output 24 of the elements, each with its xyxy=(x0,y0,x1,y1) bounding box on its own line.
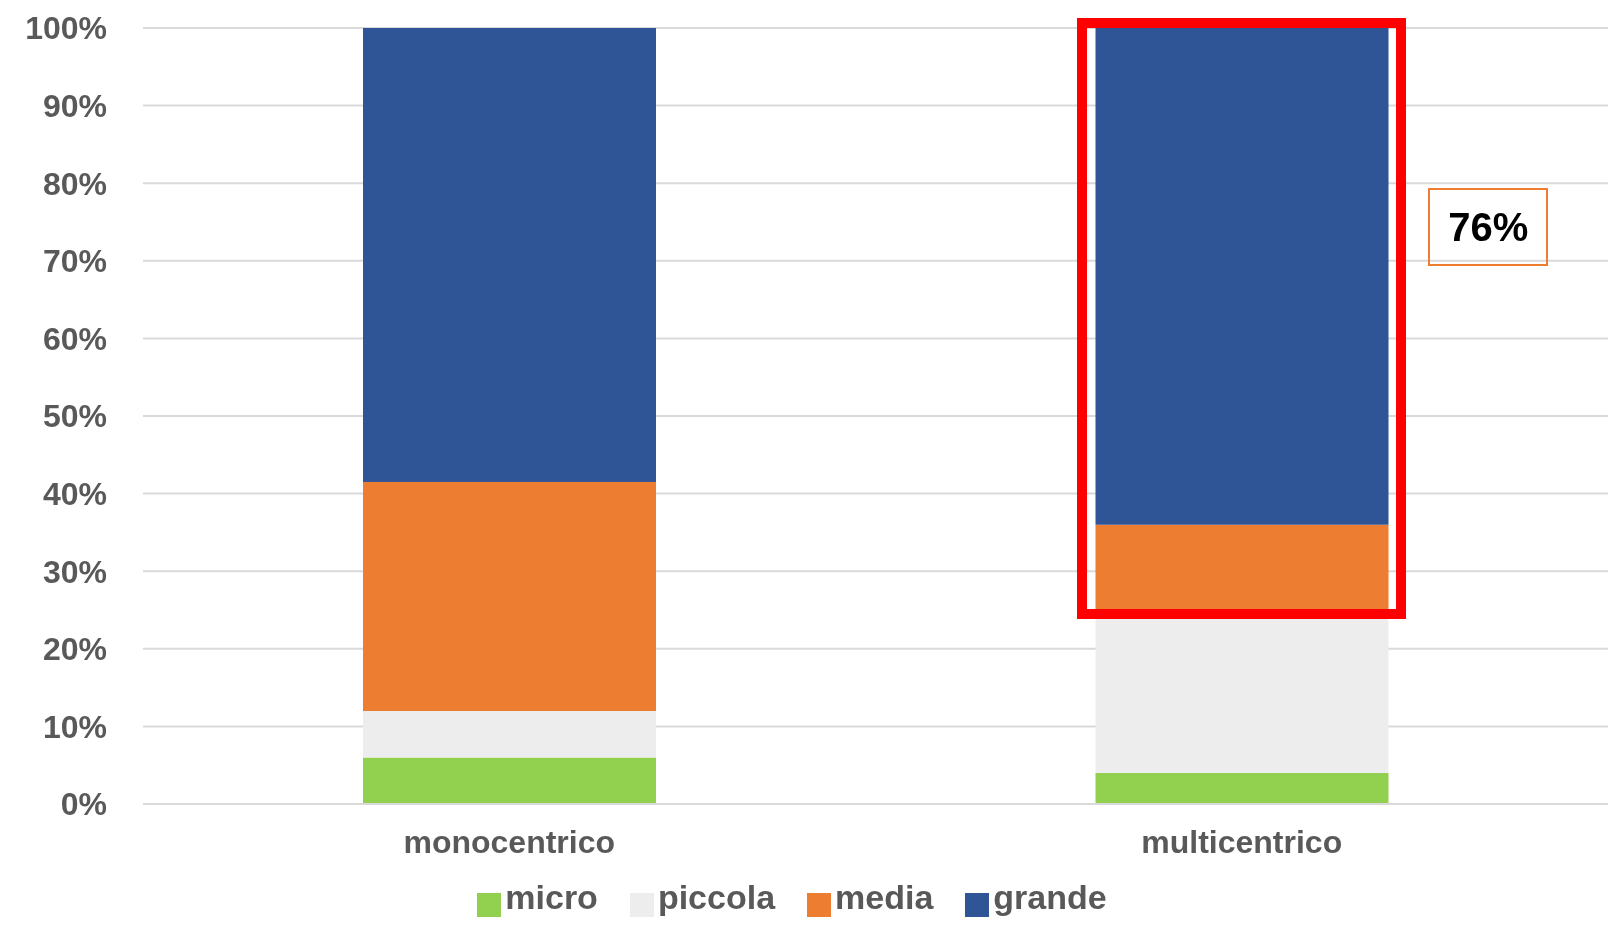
x-tick-label: multicentrico xyxy=(1141,823,1343,860)
y-tick-label: 0% xyxy=(60,786,107,823)
y-tick-label: 20% xyxy=(42,631,107,668)
y-tick-label: 30% xyxy=(42,553,107,590)
bar xyxy=(363,481,656,711)
y-tick-label: 60% xyxy=(42,320,107,357)
y-tick-label: 10% xyxy=(42,708,107,745)
y-tick-label: 80% xyxy=(42,165,107,202)
y-tick-label: 70% xyxy=(42,243,107,280)
y-tick-label: 40% xyxy=(42,475,107,512)
y-tick-label: 50% xyxy=(42,398,107,435)
bar xyxy=(1095,772,1389,804)
y-tick-label: 100% xyxy=(25,10,107,47)
legend-label: micro xyxy=(505,878,598,916)
bar xyxy=(363,710,656,758)
bar xyxy=(1095,617,1389,773)
legend-label: grande xyxy=(993,878,1107,916)
x-tick-label: monocentrico xyxy=(403,823,616,860)
annotation: 76% xyxy=(1428,188,1549,266)
bar xyxy=(363,757,656,804)
legend-label: piccola xyxy=(657,878,776,916)
y-tick-label: 90% xyxy=(42,87,107,124)
bar xyxy=(363,28,656,482)
legend-label: media xyxy=(835,878,934,916)
